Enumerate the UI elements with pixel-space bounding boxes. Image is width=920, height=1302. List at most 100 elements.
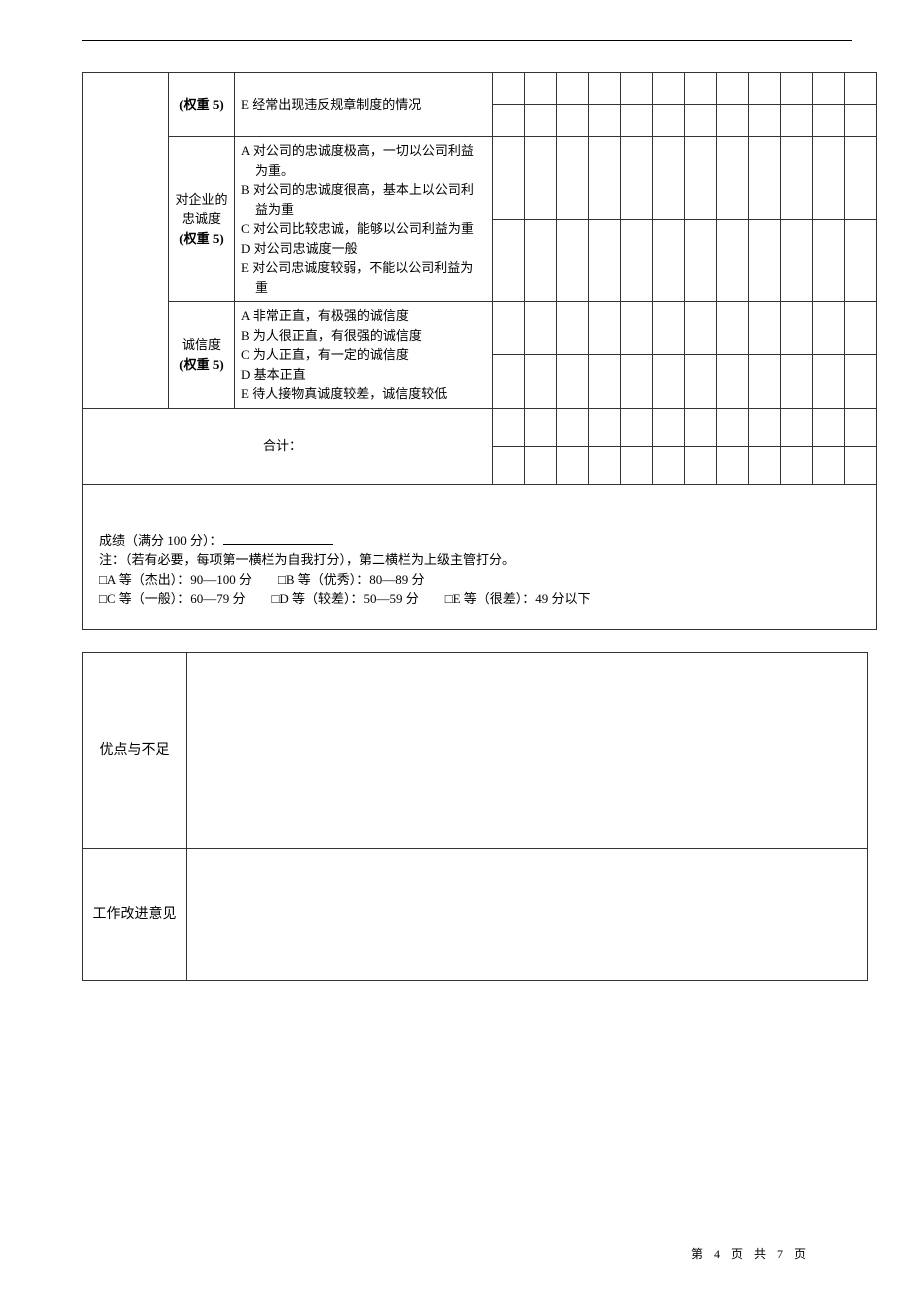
score-cell[interactable]: [557, 408, 589, 446]
score-cell[interactable]: [557, 137, 589, 220]
score-cell[interactable]: [845, 355, 877, 408]
score-cell[interactable]: [749, 302, 781, 355]
score-cell[interactable]: [493, 302, 525, 355]
score-cell[interactable]: [621, 302, 653, 355]
score-cell[interactable]: [717, 105, 749, 137]
score-cell[interactable]: [685, 105, 717, 137]
score-cell[interactable]: [653, 105, 685, 137]
score-cell[interactable]: [589, 105, 621, 137]
score-cell[interactable]: [557, 73, 589, 105]
score-cell[interactable]: [845, 408, 877, 446]
score-cell[interactable]: [525, 73, 557, 105]
score-cell[interactable]: [653, 446, 685, 484]
score-cell[interactable]: [813, 137, 845, 220]
score-cell[interactable]: [685, 73, 717, 105]
score-cell[interactable]: [525, 219, 557, 302]
score-cell[interactable]: [525, 105, 557, 137]
score-cell[interactable]: [717, 446, 749, 484]
score-cell[interactable]: [557, 219, 589, 302]
score-cell[interactable]: [781, 105, 813, 137]
score-cell[interactable]: [525, 408, 557, 446]
score-cell[interactable]: [845, 302, 877, 355]
score-cell[interactable]: [781, 408, 813, 446]
score-cell[interactable]: [813, 355, 845, 408]
score-cell[interactable]: [493, 105, 525, 137]
score-cell[interactable]: [557, 446, 589, 484]
score-cell[interactable]: [493, 219, 525, 302]
score-cell[interactable]: [845, 105, 877, 137]
score-cell[interactable]: [685, 219, 717, 302]
score-cell[interactable]: [685, 446, 717, 484]
score-cell[interactable]: [589, 355, 621, 408]
score-cell[interactable]: [717, 302, 749, 355]
score-cell[interactable]: [845, 73, 877, 105]
score-cell[interactable]: [845, 446, 877, 484]
score-cell[interactable]: [525, 355, 557, 408]
score-cell[interactable]: [653, 302, 685, 355]
score-cell[interactable]: [685, 355, 717, 408]
desc-cell: A 对公司的忠诚度极高，一切以公司利益为重。B 对公司的忠诚度很高，基本上以公司…: [235, 137, 493, 302]
score-cell[interactable]: [525, 137, 557, 220]
score-cell[interactable]: [781, 446, 813, 484]
score-cell[interactable]: [493, 137, 525, 220]
score-cell[interactable]: [781, 137, 813, 220]
score-cell[interactable]: [589, 446, 621, 484]
comments-table: 优点与不足 工作改进意见: [82, 652, 868, 981]
score-cell[interactable]: [653, 408, 685, 446]
score-cell[interactable]: [621, 355, 653, 408]
score-cell[interactable]: [781, 355, 813, 408]
score-cell[interactable]: [749, 408, 781, 446]
score-cell[interactable]: [621, 73, 653, 105]
score-cell[interactable]: [781, 219, 813, 302]
score-cell[interactable]: [813, 302, 845, 355]
score-cell[interactable]: [749, 355, 781, 408]
score-cell[interactable]: [621, 446, 653, 484]
score-cell[interactable]: [717, 73, 749, 105]
score-cell[interactable]: [749, 105, 781, 137]
score-cell[interactable]: [557, 355, 589, 408]
score-cell[interactable]: [749, 219, 781, 302]
score-cell[interactable]: [589, 302, 621, 355]
score-cell[interactable]: [525, 446, 557, 484]
score-cell[interactable]: [589, 73, 621, 105]
score-cell[interactable]: [685, 408, 717, 446]
score-cell[interactable]: [621, 105, 653, 137]
score-cell[interactable]: [717, 219, 749, 302]
score-cell[interactable]: [493, 73, 525, 105]
score-cell[interactable]: [621, 408, 653, 446]
score-cell[interactable]: [685, 302, 717, 355]
score-cell[interactable]: [685, 137, 717, 220]
score-cell[interactable]: [557, 105, 589, 137]
score-cell[interactable]: [813, 105, 845, 137]
score-cell[interactable]: [621, 137, 653, 220]
score-cell[interactable]: [717, 137, 749, 220]
score-cell[interactable]: [525, 302, 557, 355]
score-cell[interactable]: [589, 137, 621, 220]
score-cell[interactable]: [717, 355, 749, 408]
score-cell[interactable]: [493, 355, 525, 408]
score-cell[interactable]: [845, 137, 877, 220]
score-cell[interactable]: [653, 137, 685, 220]
score-cell[interactable]: [717, 408, 749, 446]
score-cell[interactable]: [813, 219, 845, 302]
score-cell[interactable]: [813, 408, 845, 446]
score-cell[interactable]: [589, 408, 621, 446]
score-cell[interactable]: [653, 73, 685, 105]
score-cell[interactable]: [493, 446, 525, 484]
score-cell[interactable]: [621, 219, 653, 302]
score-cell[interactable]: [749, 73, 781, 105]
score-cell[interactable]: [653, 219, 685, 302]
score-cell[interactable]: [813, 73, 845, 105]
score-cell[interactable]: [653, 355, 685, 408]
score-cell[interactable]: [589, 219, 621, 302]
score-cell[interactable]: [781, 302, 813, 355]
score-cell[interactable]: [749, 137, 781, 220]
score-cell[interactable]: [845, 219, 877, 302]
score-cell[interactable]: [813, 446, 845, 484]
score-cell[interactable]: [493, 408, 525, 446]
advantage-label: 优点与不足: [83, 652, 187, 848]
score-cell[interactable]: [781, 73, 813, 105]
score-cell[interactable]: [749, 446, 781, 484]
score-cell[interactable]: [557, 302, 589, 355]
score-blank[interactable]: [223, 529, 333, 545]
